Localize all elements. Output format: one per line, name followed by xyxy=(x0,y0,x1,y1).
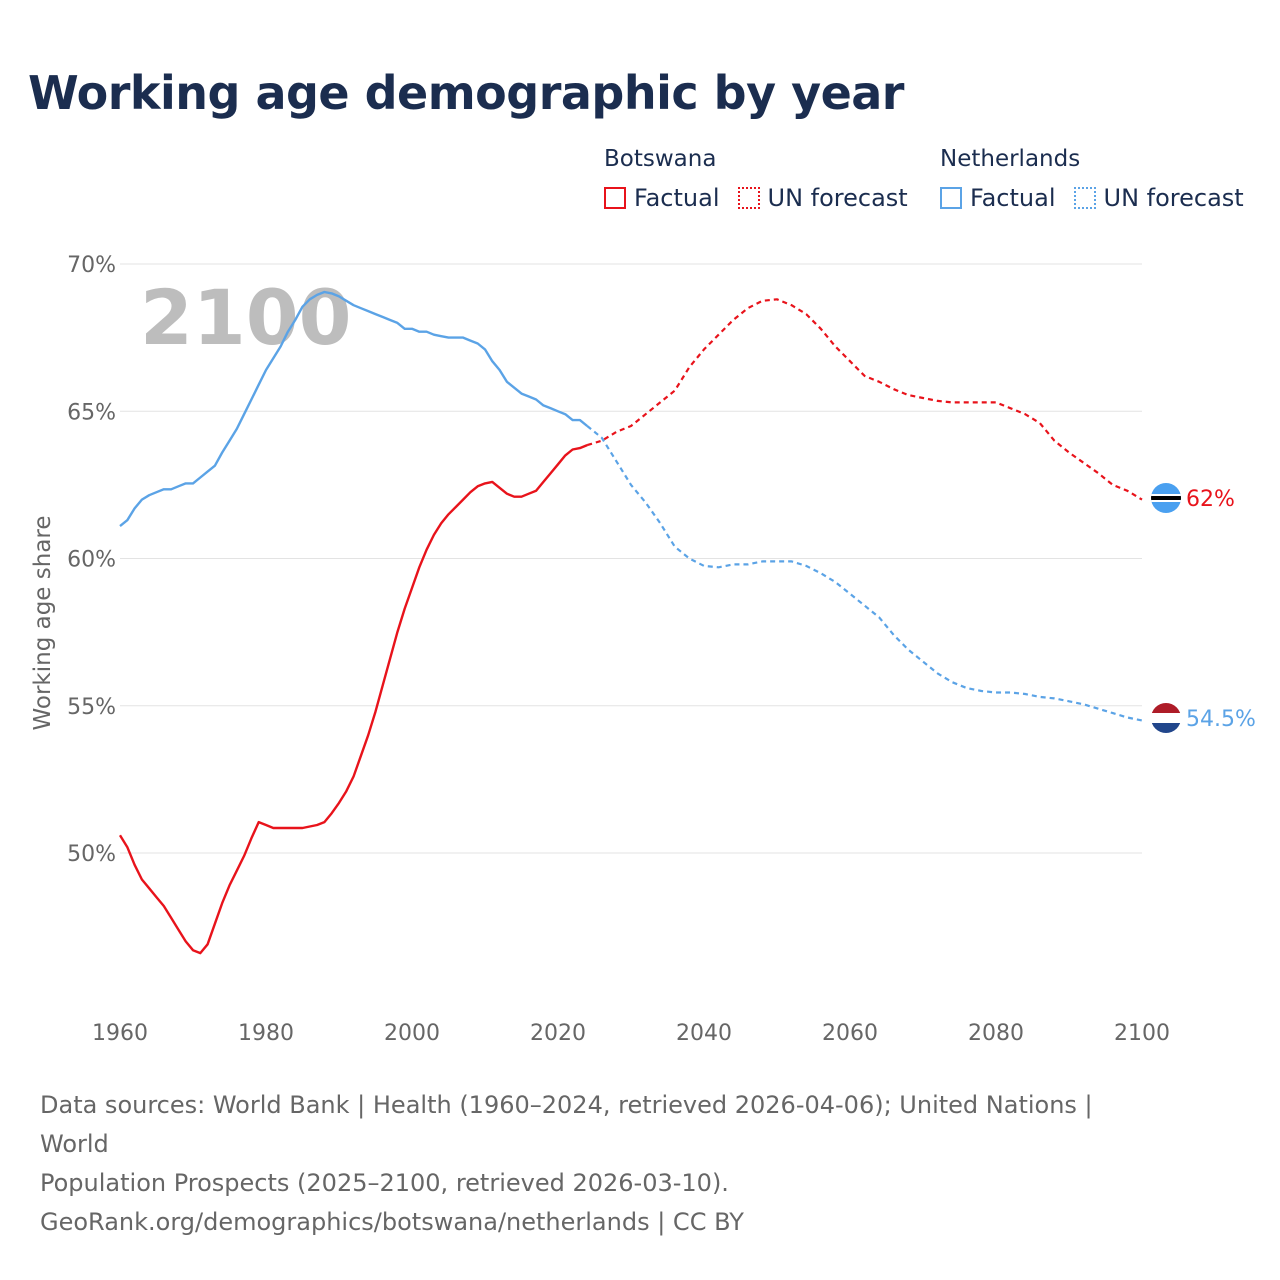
y-tick-label: 65% xyxy=(67,400,116,425)
y-tick-label: 70% xyxy=(67,253,116,278)
source-line-2: Population Prospects (2025–2100, retriev… xyxy=(40,1169,729,1197)
x-tick-label: 2020 xyxy=(530,1021,586,1046)
legend-item-botswana-factual[interactable]: Factual xyxy=(604,184,720,212)
source-note: Data sources: World Bank | Health (1960–… xyxy=(40,1086,1160,1242)
botswana-forecast-line xyxy=(586,298,1143,501)
legend-label: Factual xyxy=(970,184,1056,212)
legend-item-botswana-forecast[interactable]: UN forecast xyxy=(737,184,908,212)
legend-netherlands: Netherlands Factual UN forecast xyxy=(940,146,1262,212)
netherlands-end-label: 54.5% xyxy=(1186,707,1256,732)
dotted-line-swatch-icon xyxy=(737,187,760,209)
x-tick-label: 2060 xyxy=(822,1021,878,1046)
netherlands-flag-icon xyxy=(1151,703,1181,733)
botswana-end-label: 62% xyxy=(1186,487,1235,512)
solid-line-swatch-icon xyxy=(604,187,626,209)
y-tick-label: 55% xyxy=(67,695,116,720)
year-watermark: 2100 xyxy=(140,273,352,362)
botswana-flag-icon xyxy=(1151,483,1181,513)
legend-botswana: Botswana Factual UN forecast xyxy=(604,146,926,212)
source-line-1: Data sources: World Bank | Health (1960–… xyxy=(40,1091,1093,1158)
y-tick-label: 60% xyxy=(67,548,116,573)
chart-title: Working age demographic by year xyxy=(28,66,905,120)
source-link[interactable]: GeoRank.org/demographics/botswana/nether… xyxy=(40,1208,744,1236)
solid-line-swatch-icon xyxy=(940,187,962,209)
x-tick-label: 1960 xyxy=(92,1021,148,1046)
x-tick-label: 2040 xyxy=(676,1021,732,1046)
legend-label: UN forecast xyxy=(1103,184,1244,212)
legend-item-netherlands-forecast[interactable]: UN forecast xyxy=(1073,184,1244,212)
y-tick-label: 50% xyxy=(67,842,116,867)
x-tick-label: 1980 xyxy=(238,1021,294,1046)
netherlands-forecast-line xyxy=(586,425,1143,722)
legend-label: UN forecast xyxy=(767,184,908,212)
netherlands-factual-line xyxy=(119,290,588,528)
y-axis-label: Working age share xyxy=(30,515,56,730)
legend-heading-botswana: Botswana xyxy=(604,146,717,172)
legend-heading-netherlands: Netherlands xyxy=(940,146,1081,172)
botswana-factual-line xyxy=(118,443,588,955)
x-tick-label: 2080 xyxy=(968,1021,1024,1046)
x-tick-label: 2100 xyxy=(1114,1021,1170,1046)
dotted-line-swatch-icon xyxy=(1073,187,1096,209)
legend-item-netherlands-factual[interactable]: Factual xyxy=(940,184,1056,212)
line-chart: 50% 55% 60% 65% 70% 1960 1980 2000 2020 2040 2060… xyxy=(30,253,1256,1046)
x-tick-label: 2000 xyxy=(384,1021,440,1046)
legend-label: Factual xyxy=(634,184,720,212)
